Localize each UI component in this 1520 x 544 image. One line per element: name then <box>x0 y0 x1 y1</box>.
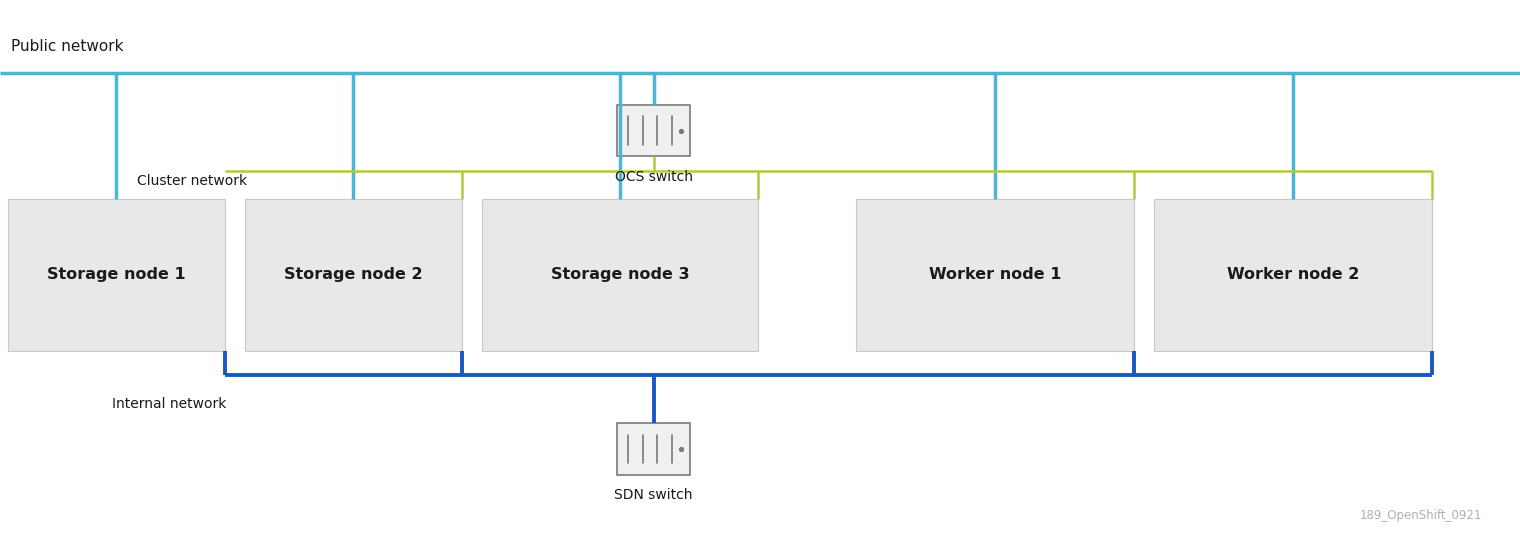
Bar <box>245 199 462 351</box>
Text: Public network: Public network <box>11 39 123 54</box>
Bar <box>856 199 1134 351</box>
Bar <box>617 423 690 474</box>
Bar <box>617 104 690 157</box>
Bar <box>8 199 225 351</box>
Text: 189_OpenShift_0921: 189_OpenShift_0921 <box>1359 509 1482 522</box>
Text: Storage node 1: Storage node 1 <box>47 267 185 282</box>
Text: Worker node 2: Worker node 2 <box>1227 267 1359 282</box>
Text: Worker node 1: Worker node 1 <box>929 267 1061 282</box>
Text: OCS switch: OCS switch <box>614 170 693 184</box>
Bar <box>482 199 758 351</box>
Text: Storage node 3: Storage node 3 <box>550 267 690 282</box>
Text: Storage node 2: Storage node 2 <box>284 267 423 282</box>
Text: Internal network: Internal network <box>112 397 226 411</box>
Text: SDN switch: SDN switch <box>614 489 693 502</box>
Text: Cluster network: Cluster network <box>137 174 246 188</box>
Bar <box>1154 199 1432 351</box>
